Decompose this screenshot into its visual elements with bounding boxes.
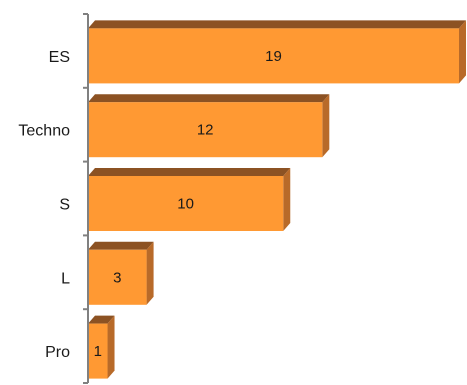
bar-es xyxy=(88,20,466,84)
bar-side-face xyxy=(107,315,115,379)
bar-front-face xyxy=(88,323,108,379)
category-label: S xyxy=(59,197,70,214)
value-label: 3 xyxy=(113,269,121,286)
value-label: 19 xyxy=(265,48,282,65)
value-label: 1 xyxy=(94,343,102,360)
axis-layer xyxy=(83,13,89,384)
bars-layer xyxy=(88,20,466,379)
bar-top-face xyxy=(88,20,466,29)
bar-techno xyxy=(88,94,330,158)
value-label: 12 xyxy=(197,122,214,139)
category-label: L xyxy=(61,270,70,287)
bar-top-face xyxy=(88,315,115,324)
category-label: Pro xyxy=(45,344,70,361)
bar-side-face xyxy=(322,94,330,158)
bar-top-face xyxy=(88,94,330,103)
value-label: 10 xyxy=(177,196,194,213)
bar-pro xyxy=(88,315,115,379)
bar-front-face xyxy=(88,249,147,305)
bar-side-face xyxy=(283,168,291,231)
bar-side-face xyxy=(146,241,154,305)
bar-s xyxy=(88,168,291,231)
bar-top-face xyxy=(88,168,291,176)
bar-side-face xyxy=(459,20,466,84)
category-label: Techno xyxy=(18,123,70,140)
bar-top-face xyxy=(88,241,154,250)
bar-front-face xyxy=(88,28,459,84)
bar-front-face xyxy=(88,176,284,231)
bar-l xyxy=(88,241,154,305)
labels-layer: 19 ES 12 Techno 10 S 3 L 1 Pro xyxy=(18,48,281,361)
category-label: ES xyxy=(49,49,70,66)
bar-front-face xyxy=(88,102,323,158)
